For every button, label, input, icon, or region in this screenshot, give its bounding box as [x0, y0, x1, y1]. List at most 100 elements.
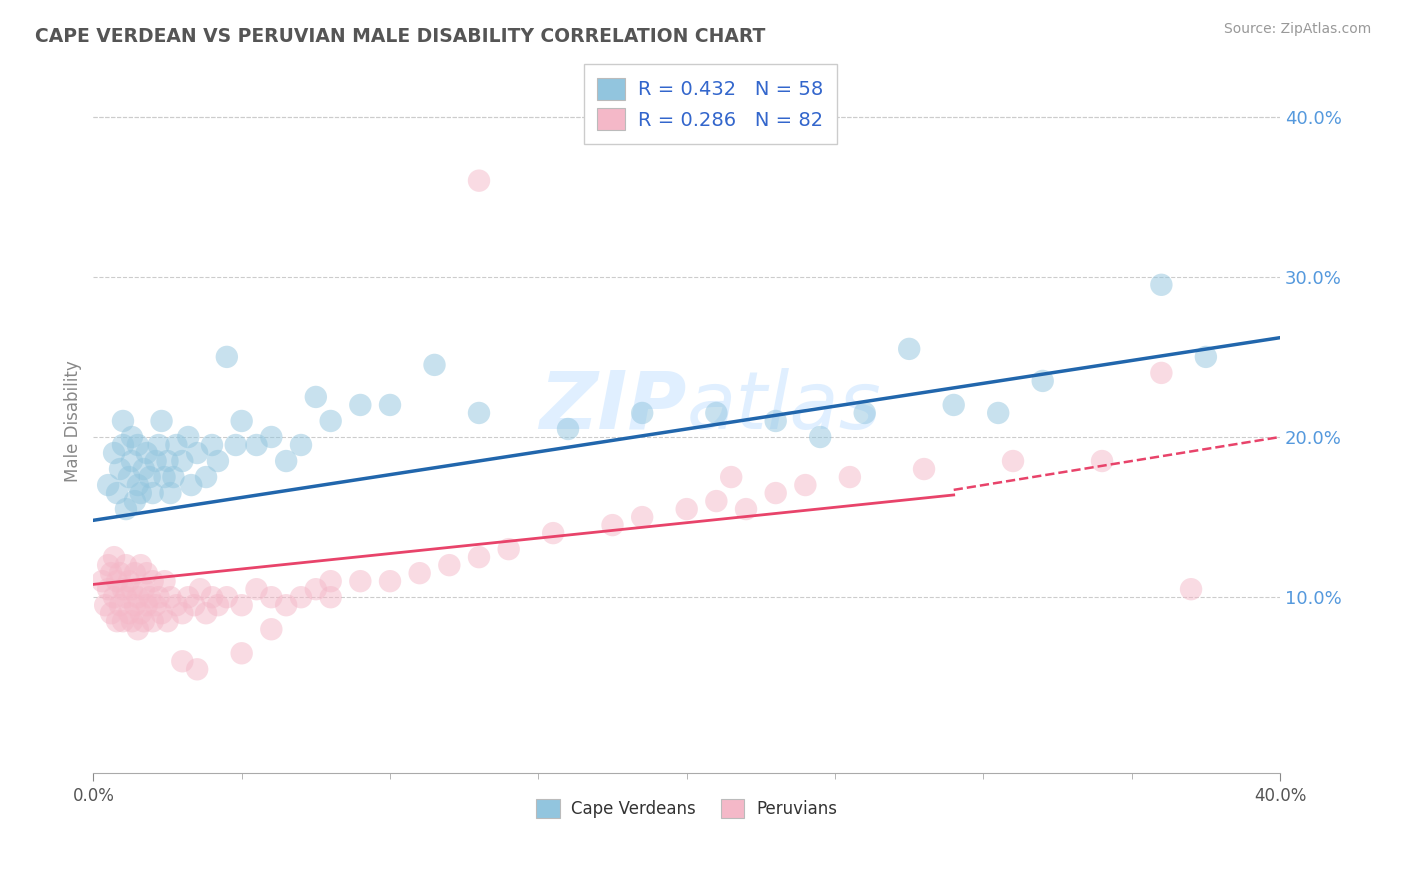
Point	[115, 502, 138, 516]
Point	[498, 542, 520, 557]
Point	[245, 582, 267, 597]
Point	[245, 438, 267, 452]
Point	[260, 430, 283, 444]
Point	[162, 470, 184, 484]
Point	[290, 438, 312, 452]
Point	[142, 574, 165, 589]
Point	[111, 582, 134, 597]
Point	[1180, 582, 1202, 597]
Point	[378, 574, 401, 589]
Point	[1150, 277, 1173, 292]
Point	[108, 598, 131, 612]
Point	[138, 470, 160, 484]
Point	[201, 591, 224, 605]
Point	[215, 350, 238, 364]
Point	[121, 430, 143, 444]
Text: CAPE VERDEAN VS PERUVIAN MALE DISABILITY CORRELATION CHART: CAPE VERDEAN VS PERUVIAN MALE DISABILITY…	[35, 27, 765, 45]
Point	[765, 486, 787, 500]
Point	[319, 414, 342, 428]
Point	[103, 446, 125, 460]
Point	[942, 398, 965, 412]
Point	[290, 591, 312, 605]
Point	[898, 342, 921, 356]
Point	[631, 510, 654, 524]
Point	[108, 566, 131, 581]
Point	[129, 486, 152, 500]
Point	[468, 550, 491, 565]
Point	[912, 462, 935, 476]
Point	[276, 598, 298, 612]
Point	[1091, 454, 1114, 468]
Point	[165, 438, 187, 452]
Legend: Cape Verdeans, Peruvians: Cape Verdeans, Peruvians	[530, 792, 844, 825]
Point	[186, 446, 208, 460]
Point	[201, 438, 224, 452]
Point	[121, 454, 143, 468]
Point	[105, 614, 128, 628]
Point	[704, 494, 727, 508]
Point	[94, 598, 117, 612]
Point	[1195, 350, 1218, 364]
Point	[127, 438, 149, 452]
Point	[276, 454, 298, 468]
Point	[132, 462, 155, 476]
Point	[105, 574, 128, 589]
Point	[148, 591, 170, 605]
Point	[124, 494, 146, 508]
Point	[103, 591, 125, 605]
Point	[145, 454, 167, 468]
Point	[118, 470, 141, 484]
Point	[129, 606, 152, 620]
Point	[172, 454, 194, 468]
Point	[349, 398, 371, 412]
Point	[215, 591, 238, 605]
Point	[142, 614, 165, 628]
Point	[115, 591, 138, 605]
Point	[108, 462, 131, 476]
Point	[188, 582, 211, 597]
Point	[808, 430, 831, 444]
Point	[177, 591, 200, 605]
Point	[135, 598, 157, 612]
Point	[100, 606, 122, 620]
Point	[97, 478, 120, 492]
Point	[138, 591, 160, 605]
Point	[675, 502, 697, 516]
Point	[159, 591, 181, 605]
Point	[735, 502, 758, 516]
Point	[260, 591, 283, 605]
Point	[439, 558, 461, 573]
Point	[602, 518, 624, 533]
Point	[153, 574, 176, 589]
Point	[468, 174, 491, 188]
Point	[148, 438, 170, 452]
Point	[118, 574, 141, 589]
Point	[794, 478, 817, 492]
Point	[129, 558, 152, 573]
Point	[183, 598, 205, 612]
Point	[150, 606, 173, 620]
Point	[118, 606, 141, 620]
Point	[557, 422, 579, 436]
Point	[135, 446, 157, 460]
Point	[207, 598, 229, 612]
Point	[159, 486, 181, 500]
Point	[156, 614, 179, 628]
Point	[423, 358, 446, 372]
Point	[468, 406, 491, 420]
Point	[853, 406, 876, 420]
Point	[305, 390, 328, 404]
Point	[142, 486, 165, 500]
Point	[115, 558, 138, 573]
Point	[124, 566, 146, 581]
Point	[319, 591, 342, 605]
Point	[207, 454, 229, 468]
Y-axis label: Male Disability: Male Disability	[65, 360, 82, 482]
Point	[1150, 366, 1173, 380]
Point	[132, 614, 155, 628]
Point	[111, 438, 134, 452]
Point	[103, 550, 125, 565]
Point	[135, 566, 157, 581]
Point	[111, 614, 134, 628]
Text: ZIP: ZIP	[540, 368, 686, 446]
